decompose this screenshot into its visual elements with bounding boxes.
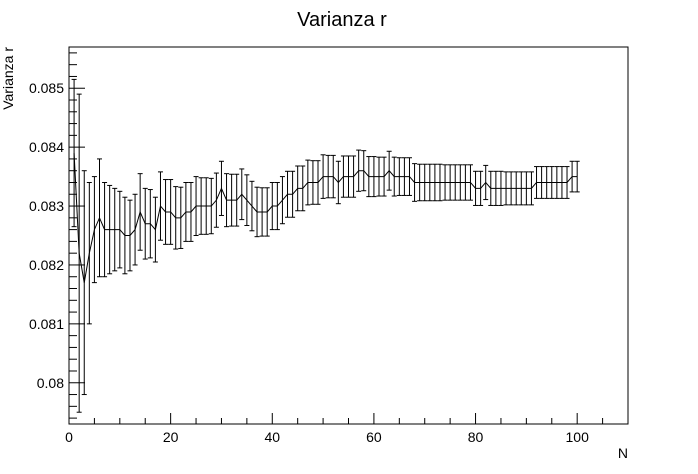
y-axis-label: Varianza r (0, 47, 16, 110)
x-tick-label: 20 (163, 429, 179, 445)
chart-title: Varianza r (297, 9, 387, 31)
plot-frame (68, 46, 629, 425)
x-tick-label: 60 (366, 429, 382, 445)
x-axis-ticks: 0 20 40 60 80 100 (65, 413, 629, 445)
series-line (73, 153, 578, 283)
x-tick-label: 80 (468, 429, 484, 445)
y-tick-label: 0.08 (37, 375, 64, 391)
error-bars (71, 78, 580, 413)
y-tick-label: 0.081 (29, 316, 64, 332)
y-tick-label: 0.083 (29, 198, 64, 214)
y-tick-label: 0.084 (29, 139, 64, 155)
y-tick-label: 0.082 (29, 257, 64, 273)
y-axis-ticks: 0.08 0.081 0.082 0.083 0.084 0.085 (29, 52, 85, 419)
y-tick-label: 0.085 (29, 80, 64, 96)
x-tick-label: 0 (65, 429, 73, 445)
x-tick-label: 40 (264, 429, 280, 445)
x-tick-label: 100 (566, 429, 590, 445)
x-axis-label: N (618, 445, 628, 461)
